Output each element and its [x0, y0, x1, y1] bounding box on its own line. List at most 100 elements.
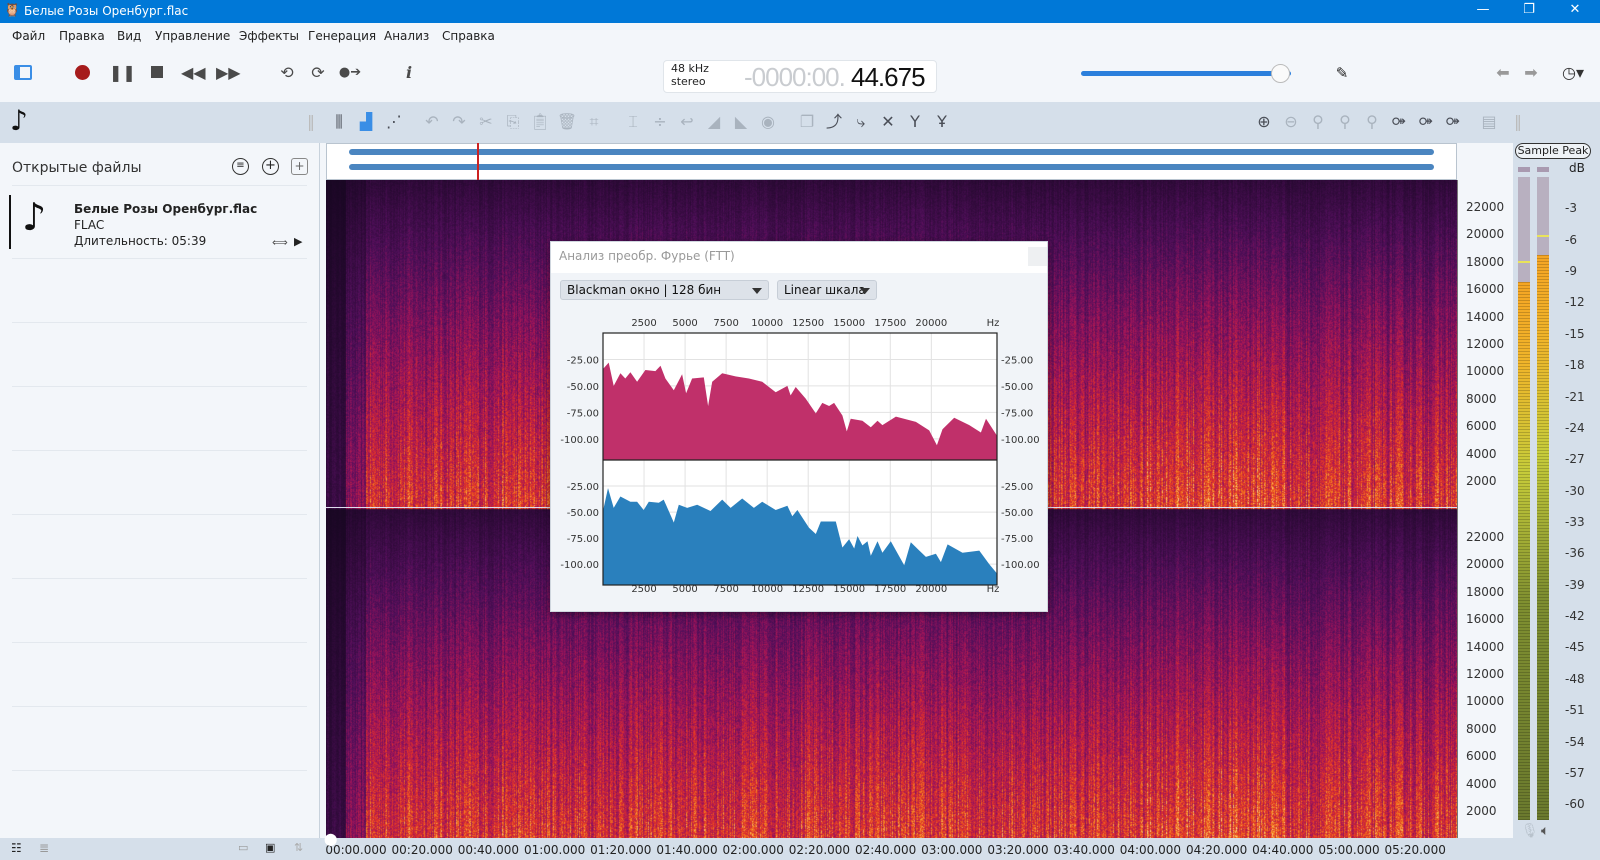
play-file-icon[interactable]: ▶	[294, 235, 303, 248]
menu-file[interactable]: Файл	[12, 29, 46, 43]
vertical-zoom-out-icon[interactable]: ⚩	[1419, 112, 1433, 131]
zoom-out-icon[interactable]: ⊖	[1284, 112, 1298, 131]
zoom-selection-icon[interactable]: ⚲	[1339, 112, 1351, 131]
speaker-icon[interactable]: 🔈︎	[1541, 823, 1550, 839]
spectrogram-off-icon[interactable]: ⋰	[386, 112, 402, 131]
scale-select[interactable]: Linear шкала	[777, 280, 877, 300]
close-button[interactable]: ✕	[1569, 2, 1581, 17]
zoom-in-icon[interactable]: ⊕	[1257, 112, 1271, 131]
maximize-button[interactable]: ❐	[1523, 2, 1535, 17]
record-next-icon[interactable]: ●➔	[338, 65, 362, 80]
toolbar-grip-icon[interactable]: ‖	[1514, 112, 1522, 131]
pause-icon[interactable]: ❚❚	[109, 63, 136, 82]
toolbar-grip-icon[interactable]: ‖	[307, 112, 315, 131]
volume-slider-handle[interactable]	[1270, 64, 1290, 83]
paste-icon[interactable]: 📋︎	[529, 112, 551, 131]
menu-effects[interactable]: Эффекты	[239, 29, 299, 43]
add-file-icon[interactable]: +	[262, 158, 279, 175]
menu-help[interactable]: Справка	[442, 29, 495, 43]
audio-file-icon: ♪	[22, 195, 47, 239]
dialog-header[interactable]: Анализ преобр. Фурье (FTT)	[551, 242, 1047, 273]
filter-icon[interactable]: ≡	[232, 158, 249, 175]
image-view-icon[interactable]: ▣	[265, 841, 276, 854]
curve-out-icon[interactable]: ⤷	[856, 112, 866, 131]
fast-forward-icon[interactable]: ▶▶	[216, 63, 241, 82]
curve-in-icon[interactable]: ⤴	[825, 112, 842, 131]
volume-slider[interactable]	[1081, 71, 1291, 76]
time-value: 44.675	[851, 62, 926, 92]
history-icon[interactable]: ◷▾	[1562, 63, 1584, 82]
add-multiple-icon[interactable]: +	[291, 158, 308, 175]
forward-arrow-icon[interactable]: ➡	[1524, 63, 1538, 82]
duplicate-icon[interactable]: ❐	[799, 112, 815, 131]
zoom-all-icon[interactable]: ⚲	[1366, 112, 1378, 131]
microphone-icon[interactable]: 🎙︎	[1521, 823, 1539, 839]
vertical-zoom-in-icon[interactable]: ⚩	[1392, 112, 1406, 131]
loop-file-icon[interactable]: ⟺	[272, 236, 288, 249]
frequency-tick-label: 20000	[1466, 227, 1505, 242]
split-icon[interactable]: ÷	[653, 112, 667, 131]
redo-icon[interactable]: ↷	[452, 112, 466, 131]
right-level-fill	[1537, 255, 1549, 820]
menu-control[interactable]: Управление	[155, 29, 231, 43]
meter-db-label: -24	[1565, 420, 1585, 435]
zoom-fit-icon[interactable]: ⚲	[1312, 112, 1324, 131]
x-tick-label-bottom: 2500	[631, 584, 656, 595]
cut-icon[interactable]: ✂	[479, 112, 493, 131]
crop-icon[interactable]: ⌗	[589, 112, 599, 131]
panel-toggle-icon[interactable]	[14, 65, 32, 80]
rewind-icon[interactable]: ◀◀	[181, 63, 206, 82]
vertical-zoom-reset-icon[interactable]: ⚩	[1446, 112, 1460, 131]
window-type-select[interactable]: Blackman окно | 128 бин	[560, 280, 769, 300]
crossfade-icon[interactable]: ✕	[881, 112, 895, 131]
info-icon[interactable]: i	[405, 63, 413, 82]
sample-peak-button[interactable]: Sample Peak	[1515, 143, 1591, 159]
undo-icon[interactable]: ↶	[425, 112, 439, 131]
mute-speaker-icon[interactable]: ✎	[1335, 64, 1349, 82]
back-arrow-icon[interactable]: ⬅	[1496, 63, 1510, 82]
x-tick-label-bottom: 20000	[915, 584, 947, 595]
y-tick-label-right: -75.00	[1001, 408, 1033, 419]
copy-icon[interactable]: ⎘	[506, 112, 520, 131]
menu-analyze[interactable]: Анализ	[384, 29, 430, 43]
list-view-icon[interactable]: ☷	[11, 841, 22, 855]
insert-silence-icon[interactable]: ⌶	[628, 112, 638, 131]
fade-in-icon[interactable]: ◢	[707, 112, 721, 131]
compact-view-icon[interactable]: ≣	[39, 841, 50, 855]
time-prefix: -0000:00.	[744, 62, 846, 92]
sort-icon[interactable]: ⇅	[294, 841, 304, 854]
loop-record-icon[interactable]: ⟳	[311, 63, 325, 82]
spectrogram-view-icon[interactable]: ▟	[359, 112, 373, 131]
loop-icon[interactable]: ⟲	[280, 63, 294, 82]
link-icon[interactable]: ▭	[238, 841, 249, 854]
fade-out-icon[interactable]: ◣	[734, 112, 748, 131]
frequency-tick-label: 20000	[1466, 557, 1505, 572]
menu-generate[interactable]: Генерация	[308, 29, 377, 43]
start-marker-icon[interactable]: ⬤	[324, 832, 338, 846]
dialog-close-button[interactable]	[1028, 247, 1047, 266]
merge-icon[interactable]: Y	[910, 112, 920, 131]
y-tick-label-right: -75.00	[1001, 534, 1033, 545]
delete-icon[interactable]: 🗑︎	[556, 112, 578, 131]
playhead-marker[interactable]	[476, 143, 479, 180]
menu-edit[interactable]: Правка	[59, 29, 105, 43]
frequency-tick-label: 16000	[1466, 282, 1505, 297]
normalize-icon[interactable]: ◉	[761, 112, 775, 131]
stop-icon[interactable]	[151, 66, 163, 78]
level-icon[interactable]: ▤	[1481, 112, 1497, 131]
waveform-view-icon[interactable]: ⫼	[335, 112, 343, 131]
meter-db-label: -54	[1565, 734, 1585, 749]
file-list-item[interactable]: ♪ Белые Розы Оренбург.flac FLAC Длительн…	[8, 195, 308, 251]
time-tick-label: 01:40.000	[656, 843, 718, 857]
scale-value: Linear шкала	[784, 283, 866, 297]
reverse-icon[interactable]: ↩	[680, 112, 694, 131]
meter-db-label: -9	[1565, 264, 1577, 279]
record-icon[interactable]	[75, 65, 90, 80]
mix-icon[interactable]: Ұ	[937, 112, 947, 131]
window-type-value: Blackman окно | 128 бин	[567, 283, 722, 297]
time-ruler[interactable]: 00:00.000 00:20.000 00:40.000 01:00.000 01:2…	[320, 832, 1513, 860]
time-tick-label: 02:40.000	[854, 843, 917, 857]
minimize-button[interactable]: —	[1476, 2, 1490, 17]
waveform-overview[interactable]	[326, 143, 1457, 180]
menu-view[interactable]: Вид	[117, 29, 142, 43]
